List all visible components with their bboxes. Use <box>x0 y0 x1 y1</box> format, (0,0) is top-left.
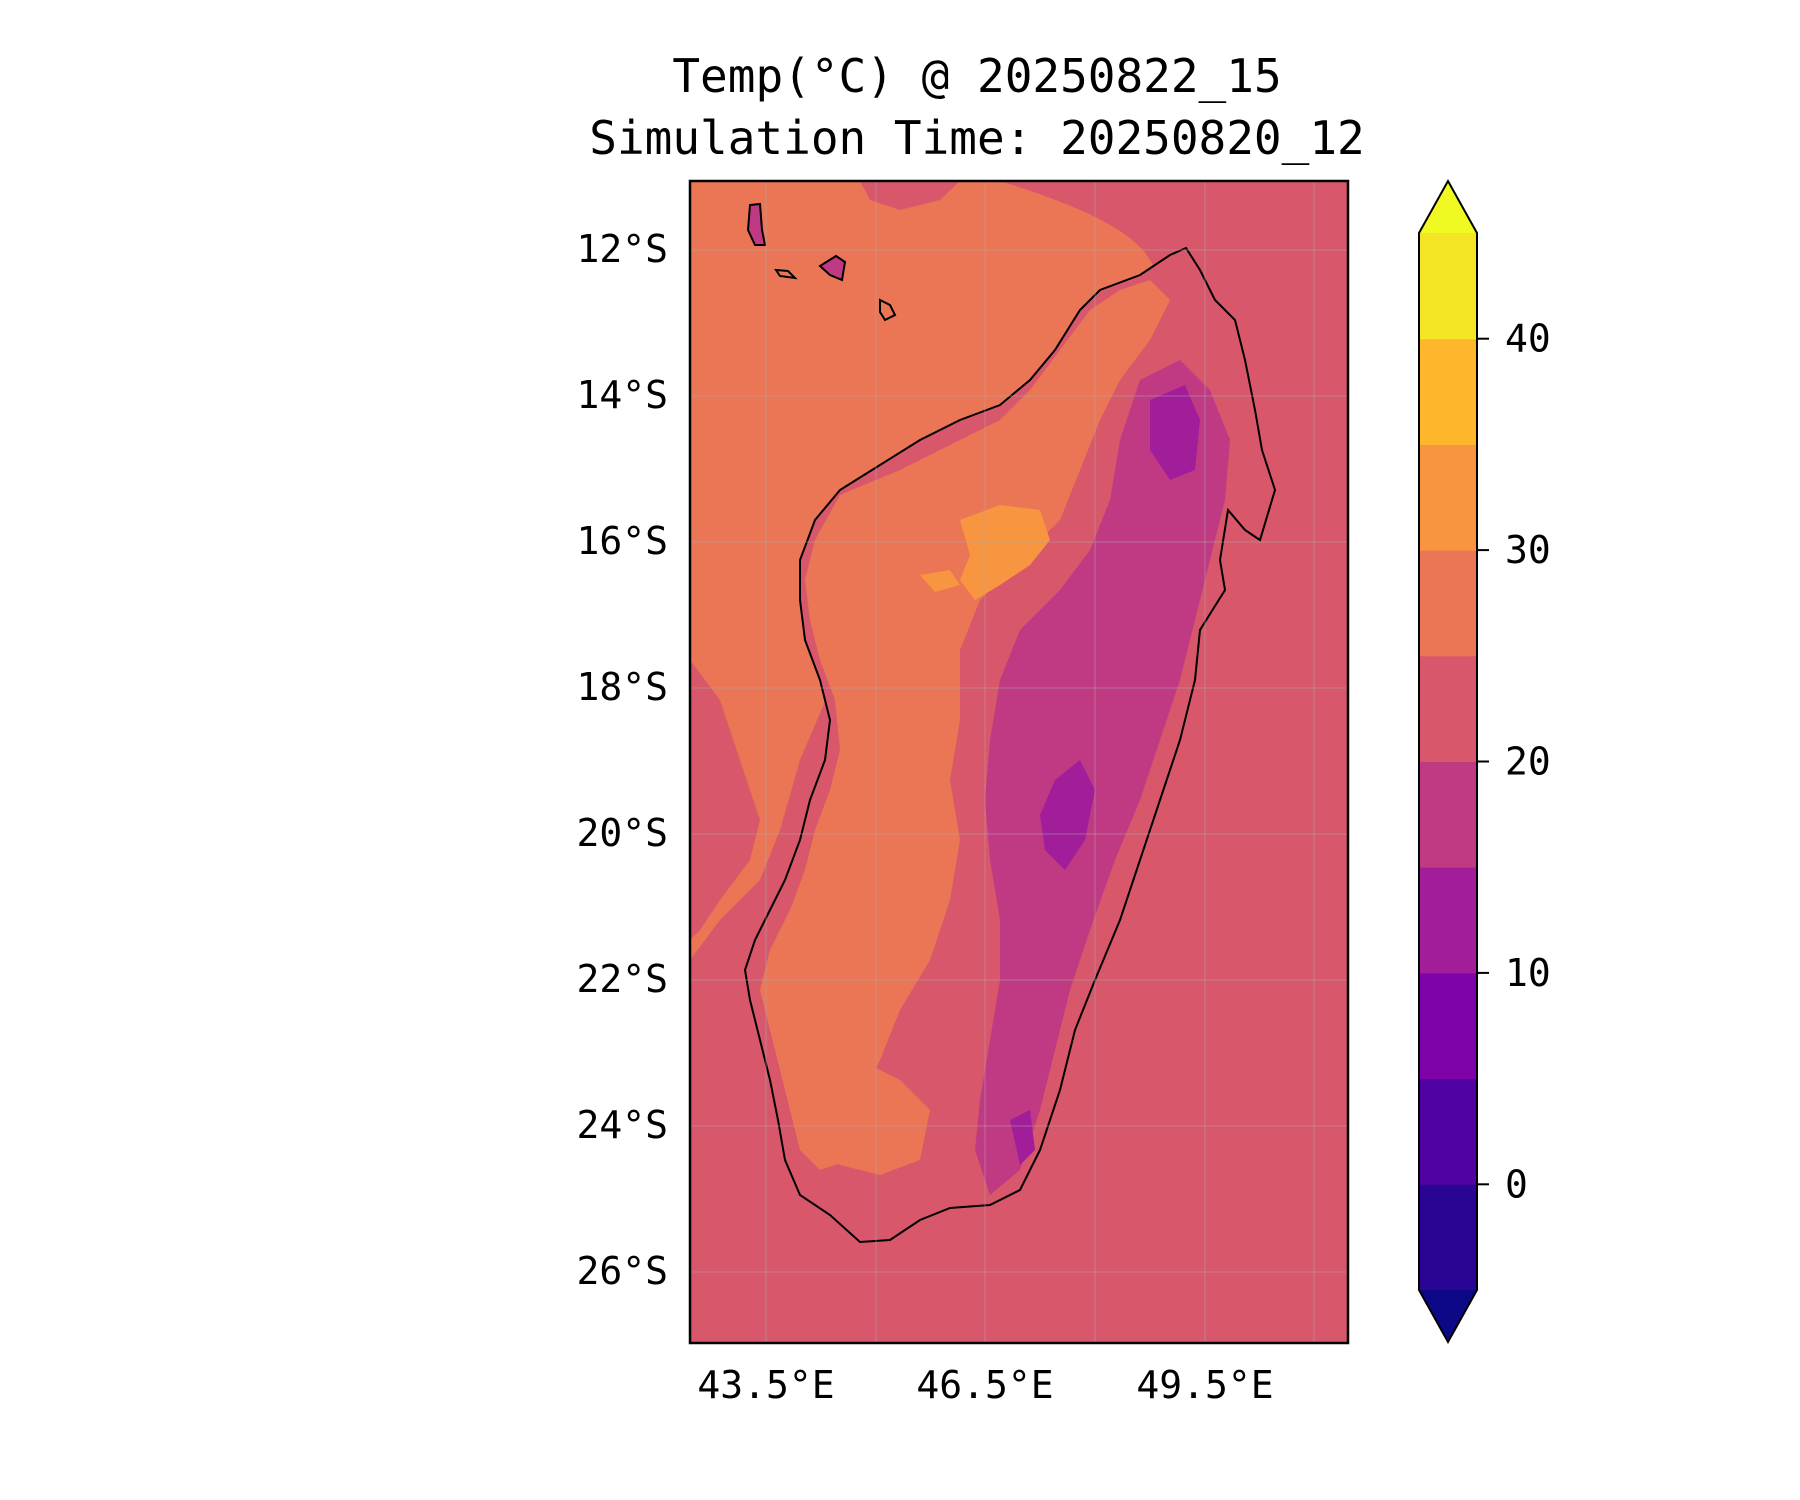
colorbar-tick-label: 40 <box>1505 317 1551 361</box>
colorbar-segment <box>1419 1078 1477 1185</box>
eastern-highlands <box>975 360 1230 1195</box>
colorbar-outline <box>1418 178 1478 1345</box>
longitude-axis: 43.5°E 46.5°E 49.5°E <box>697 1363 1273 1407</box>
cool-sea-patch <box>690 660 760 940</box>
colorbar-segment <box>1419 233 1477 340</box>
lon-tick-label: 46.5°E <box>916 1363 1053 1407</box>
island-north-3 <box>818 254 847 282</box>
lat-tick-label: 18°S <box>576 665 668 709</box>
chart-title: Temp(°C) @ 20250822_15 <box>672 49 1282 103</box>
western-lowlands <box>760 280 1170 1170</box>
colorbar-segment <box>1419 338 1477 445</box>
colorbar-tick-label: 20 <box>1505 740 1551 784</box>
hot-pocket-south <box>800 1060 930 1175</box>
map-panel <box>690 181 1348 1343</box>
island-north-2 <box>774 268 798 280</box>
lon-tick-label: 49.5°E <box>1136 1363 1273 1407</box>
cool-highland-core <box>1150 385 1200 480</box>
cool-highland-central <box>1040 760 1095 870</box>
colorbar: 40 30 20 10 0 <box>1418 178 1551 1345</box>
gridlines <box>690 181 1348 1343</box>
lat-tick-label: 20°S <box>576 811 668 855</box>
lat-tick-label: 22°S <box>576 957 668 1001</box>
lat-tick-label: 16°S <box>576 519 668 563</box>
lat-tick-label: 26°S <box>576 1249 668 1293</box>
island-north-4 <box>879 298 897 322</box>
lat-tick-label: 14°S <box>576 373 668 417</box>
colorbar-extend-min <box>1419 1290 1477 1342</box>
latitude-axis: 12°S 14°S 16°S 18°S 20°S 22°S 24°S 26°S <box>576 227 668 1293</box>
hot-pocket-small <box>920 570 960 592</box>
colorbar-segment <box>1419 655 1477 762</box>
lat-tick-label: 24°S <box>576 1103 668 1147</box>
hot-pocket-north <box>960 505 1050 600</box>
lat-tick-label: 12°S <box>576 227 668 271</box>
colorbar-segment <box>1419 550 1477 657</box>
colorbar-tick-label: 10 <box>1505 951 1551 995</box>
map-frame <box>688 179 1350 1345</box>
colorbar-segment <box>1419 1184 1477 1291</box>
colorbar-segment <box>1419 972 1477 1080</box>
cool-highland-south <box>1010 1110 1035 1165</box>
colorbar-segment <box>1419 444 1477 551</box>
lon-tick-label: 43.5°E <box>697 1363 834 1407</box>
chart-subtitle: Simulation Time: 20250820_12 <box>589 111 1365 165</box>
colorbar-extend-max <box>1419 181 1477 233</box>
colorbar-tick-label: 30 <box>1505 528 1551 572</box>
cool-sea-strip <box>860 181 960 210</box>
colorbar-tick-label: 0 <box>1505 1162 1528 1206</box>
island-north-1 <box>746 202 767 246</box>
colorbar-segment <box>1419 761 1477 868</box>
colorbar-segment <box>1419 867 1477 974</box>
